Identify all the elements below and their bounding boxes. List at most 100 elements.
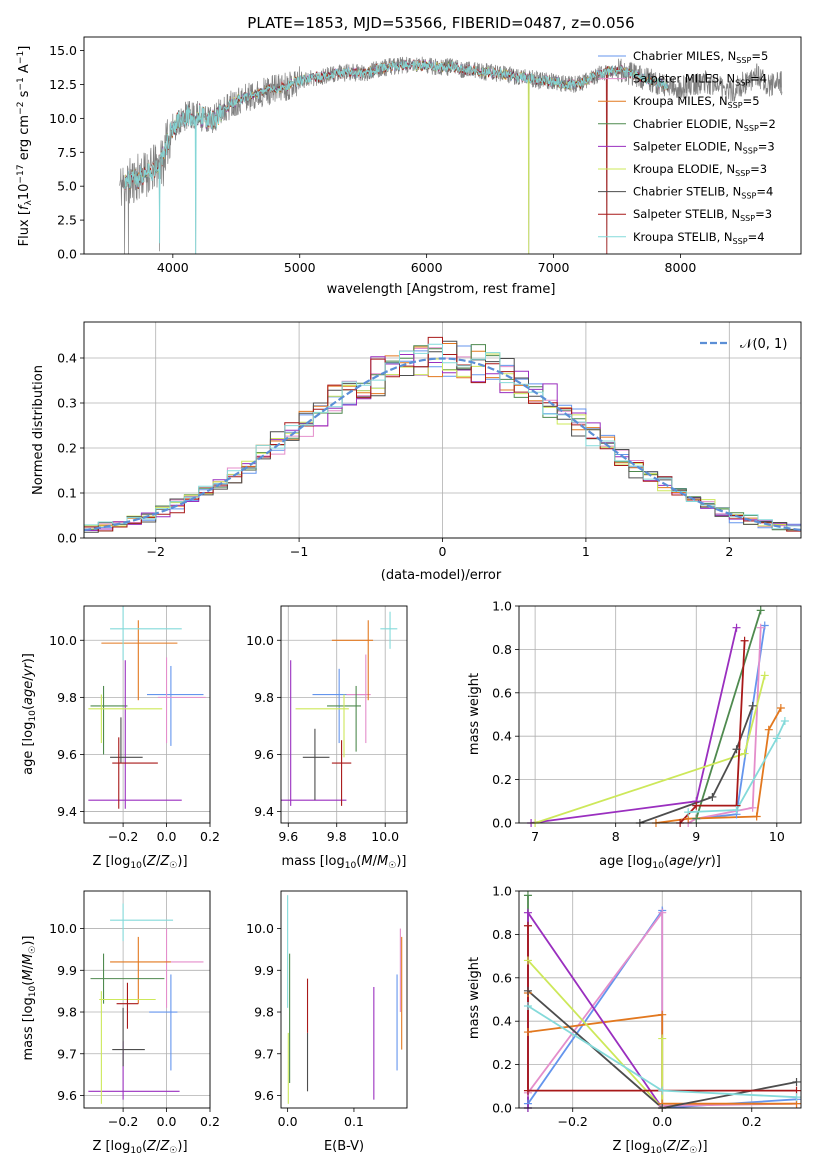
observed-spectrum [119,56,783,254]
axes-frame [280,605,408,824]
label-part: Salpeter ELODIE, N [633,139,743,153]
label-part: age [669,854,693,869]
label-part: Z [146,854,157,869]
label-part: λ [24,200,34,206]
label-part: ( [142,1139,147,1154]
legend-label-5: Salpeter ELODIE, NSSP=3 [633,139,775,155]
axes-frame [83,321,802,539]
plot-area [527,895,797,1108]
label-part: =4 [750,72,767,86]
legend-label-1: Chabrier MILES, NSSP=5 [633,49,768,65]
x-tick-label: 0.0 [157,1114,177,1129]
y-tick-label: 0.6 [492,685,512,700]
label-part: =2 [759,117,776,131]
label-part: SSP [744,124,759,133]
label-part: / [21,964,36,969]
y-tick-label: 9.4 [57,804,77,819]
plot-area [88,903,204,1104]
weight-line-6 [527,959,664,1108]
y-tick-label: 9.6 [57,1088,77,1103]
y-tick-label: 0.6 [492,970,512,985]
x-tick-label: 4000 [157,260,189,275]
weight-marker-7 [708,792,717,801]
x-tick-label: −1 [290,544,308,559]
label-part: ☉ [689,1146,697,1156]
y-axis-label: mass weight [467,957,482,1039]
x-tick-label: 0 [439,544,447,559]
x-tick-label: 0.0 [652,1114,672,1129]
weight-marker-9 [658,1086,667,1095]
y-tick-label: 9.7 [57,1046,77,1061]
label-part: Z [146,1139,157,1154]
label-part: −1 [16,77,26,90]
label-part: / [693,854,698,869]
y-tick-label: 0.0 [492,1101,512,1116]
y-tick-label: 9.9 [57,963,77,978]
x-axis-label: wavelength [Angstrom, rest frame] [327,282,556,297]
residual-histogram-panel: −2 −1 0 1 2 0.0 0.1 0.2 0.3 0.4 𝒩(0, 1) (data-model… [31,321,802,583]
x-tick-label: 0.0 [157,829,177,844]
label-part: Z [159,1139,170,1154]
axes-frame [83,36,802,255]
y-tick-label: 9.7 [254,1046,274,1061]
y-tick-label: 10.0 [49,633,77,648]
label-part: M [377,854,388,869]
y-tick-label: 1.0 [492,599,512,614]
weight-marker-9 [780,717,789,726]
label-part: Z [log [92,854,130,869]
label-part: =5 [743,94,760,108]
weight-marker-5 [523,908,532,917]
label-part: SSP [736,56,751,65]
label-part: 10 [130,861,142,871]
weight-marker-4 [692,814,701,823]
label-part: 10 [652,861,664,871]
plot-area [281,611,398,806]
spectrum-panel: 4000 5000 6000 7000 8000 0.0 2.5 5.0 7.5 10.0 12.5… [16,14,802,297]
label-part: / [21,676,36,681]
y-tick-label: 0.3 [57,396,77,411]
x-tick-label: 1 [582,544,590,559]
y-tick-label: 0.0 [57,531,77,546]
x-tick-label: −2 [146,544,164,559]
weight-marker-2 [658,908,667,917]
label-part: SSP [735,79,750,88]
label-part: A [17,64,32,77]
weight-marker-6 [740,749,749,758]
weight-marker-7 [792,1077,801,1086]
x-tick-label: 10.0 [371,829,399,844]
label-part: ( [142,854,147,869]
label-part: / [373,854,378,869]
label-part: ☉ [169,861,177,871]
y-tick-label: 10.0 [246,633,274,648]
label-part: )] [396,854,406,869]
label-part: yr [21,662,36,678]
label-part: )] [697,1139,707,1154]
weight-marker-8 [523,921,532,930]
legend-label-normal: 𝒩(0, 1) [740,337,787,352]
y-axis-label: mass [log10(M/M☉)] [21,936,38,1061]
label-part: ☉ [388,861,396,871]
label-part: / [156,1139,161,1154]
label-part: Flux [ [17,210,32,246]
y-tick-label: 9.9 [254,963,274,978]
weight-marker-2 [756,623,765,632]
label-part: ☉ [169,1146,177,1156]
label-part: =4 [748,230,765,244]
label-part: Chabrier ELODIE, N [633,117,744,131]
axes-frame [83,890,211,1109]
x-axis-label: mass [log10(M/M☉)] [282,854,407,871]
weight-marker-2 [748,803,757,812]
y-tick-label: 0.8 [492,642,512,657]
weight-marker-9 [772,734,781,743]
label-part: =3 [758,139,775,153]
y-tick-label: 5.0 [57,179,77,194]
legend-label-2: Salpeter MILES, NSSP=4 [633,72,767,88]
axes-frame [280,890,408,1109]
weight-marker-9 [523,1002,532,1011]
weight-marker-7 [748,701,757,710]
legend-label-8: Salpeter STELIB, NSSP=3 [633,207,772,223]
x-axis-label: Z [log10(Z/Z☉)] [92,1139,187,1156]
model-spectrum-6 [124,60,669,254]
ebv-mass-panel: 0.0 0.1 9.6 9.7 9.8 9.9 10.0 E(B-V) [246,890,408,1154]
